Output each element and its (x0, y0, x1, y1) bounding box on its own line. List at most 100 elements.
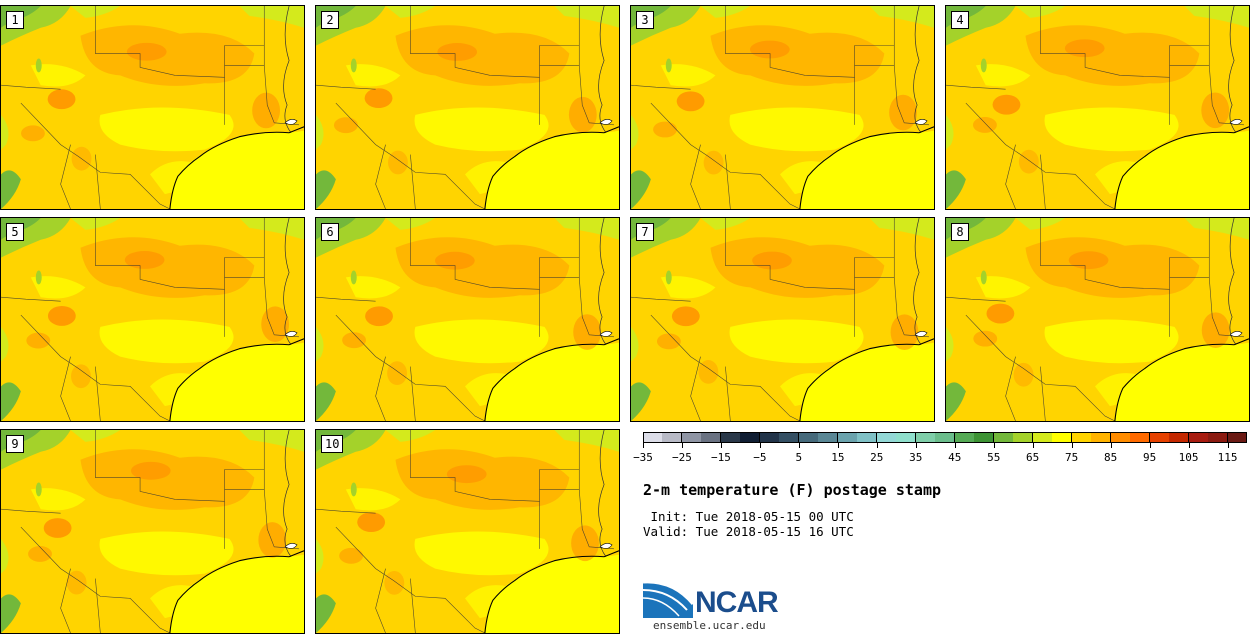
colorbar-tick-label: −15 (710, 451, 731, 464)
temperature-map (946, 218, 1249, 421)
colorbar-tick-label: 105 (1178, 451, 1199, 464)
ncar-swoosh-icon (642, 580, 695, 618)
member-label: 3 (636, 11, 654, 29)
colorbar-tick-label: 95 (1142, 451, 1157, 464)
colorbar-tick-label: 45 (948, 451, 962, 464)
logo-url[interactable]: ensemble.ucar.edu (653, 619, 766, 632)
colorbar-tick (954, 443, 956, 448)
colorbar-swatch (935, 432, 956, 443)
forecast-map-panel[interactable]: 10 (315, 429, 620, 634)
member-label: 10 (321, 435, 344, 453)
forecast-map-panel[interactable]: 1 (0, 5, 305, 210)
colorbar-frame (643, 432, 1247, 443)
colorbar-tick-label: −5 (753, 451, 767, 464)
colorbar-swatch (720, 432, 741, 443)
colorbar-swatch (1149, 432, 1170, 443)
colorbar-swatch (837, 432, 858, 443)
colorbar-tick-label: 85 (1103, 451, 1118, 464)
colorbar-swatch (1052, 432, 1073, 443)
forecast-map-panel[interactable]: 8 (945, 217, 1250, 422)
temperature-map (316, 218, 619, 421)
colorbar-tick (993, 443, 995, 448)
colorbar-tick (1227, 443, 1229, 448)
colorbar-swatch (954, 432, 975, 443)
colorbar-tick (759, 443, 761, 448)
temperature-map (1, 6, 304, 209)
colorbar-tick (1032, 443, 1034, 448)
member-label: 7 (636, 223, 654, 241)
colorbar-swatch (759, 432, 780, 443)
colorbar-tick (876, 443, 878, 448)
colorbar-swatch (1169, 432, 1190, 443)
temperature-map (946, 6, 1249, 209)
colorbar-tick (1071, 443, 1073, 448)
colorbar-swatch (1130, 432, 1151, 443)
colorbar-tick-label: 15 (831, 451, 845, 464)
forecast-map-panel[interactable]: 7 (630, 217, 935, 422)
colorbar-swatch (701, 432, 722, 443)
ncar-logo[interactable]: NCAR ensemble.ucar.edu (642, 578, 793, 632)
colorbar-swatch (681, 432, 702, 443)
forecast-map-panel[interactable]: 2 (315, 5, 620, 210)
forecast-map-panel[interactable]: 3 (630, 5, 935, 210)
colorbar-swatch (1091, 432, 1112, 443)
colorbar-swatch (779, 432, 800, 443)
colorbar-tick (798, 443, 800, 448)
member-label: 1 (6, 11, 24, 29)
colorbar-tick-label: 25 (870, 451, 884, 464)
colorbar-tick-label: 35 (909, 451, 923, 464)
forecast-map-panel[interactable]: 6 (315, 217, 620, 422)
colorbar-tick-label: 115 (1217, 451, 1238, 464)
colorbar-tick (643, 443, 644, 448)
colorbar-swatch (1188, 432, 1209, 443)
temperature-map (1, 218, 304, 421)
colorbar-tick (915, 443, 917, 448)
colorbar-tick (1188, 443, 1190, 448)
logo-wordmark: NCAR (695, 586, 779, 619)
member-label: 5 (6, 223, 24, 241)
temperature-map (316, 430, 619, 633)
colorbar-tick (1149, 443, 1151, 448)
colorbar-swatch (993, 432, 1014, 443)
colorbar-swatch (740, 432, 761, 443)
temperature-map (631, 6, 934, 209)
member-label: 9 (6, 435, 24, 453)
colorbar-tick-label: −35 (633, 451, 653, 464)
colorbar-swatch (1110, 432, 1131, 443)
temperature-map (1, 430, 304, 633)
colorbar-tick-label: 75 (1065, 451, 1079, 464)
colorbar-swatch (818, 432, 839, 443)
colorbar-swatch (1071, 432, 1092, 443)
colorbar-swatch (915, 432, 936, 443)
forecast-map-panel[interactable]: 4 (945, 5, 1250, 210)
temperature-map (631, 218, 934, 421)
member-label: 4 (951, 11, 969, 29)
colorbar-swatch (1032, 432, 1053, 443)
colorbar-tick (720, 443, 722, 448)
colorbar-swatch (1013, 432, 1034, 443)
colorbar-swatch (974, 432, 995, 443)
member-label: 2 (321, 11, 339, 29)
forecast-map-panel[interactable]: 5 (0, 217, 305, 422)
member-label: 8 (951, 223, 969, 241)
member-label: 6 (321, 223, 339, 241)
colorbar-swatch (876, 432, 897, 443)
colorbar-tick (681, 443, 683, 448)
colorbar-tick-label: 5 (795, 451, 803, 464)
forecast-map-panel[interactable]: 9 (0, 429, 305, 634)
colorbar-swatch (798, 432, 819, 443)
chart-title: 2-m temperature (F) postage stamp (643, 481, 942, 499)
init-time: Init: Tue 2018-05-15 00 UTC (643, 509, 854, 524)
colorbar-tick-label: 65 (1026, 451, 1040, 464)
colorbar-swatch (1208, 432, 1228, 443)
colorbar-tick (837, 443, 839, 448)
colorbar-swatch (857, 432, 878, 443)
temperature-colorbar: −35 −25 −15 −5 5 15 25 35 45 55 65 75 85 95 105 115 (633, 432, 1248, 468)
colorbar-swatch (896, 432, 917, 443)
colorbar-tick-label: 55 (987, 451, 1001, 464)
temperature-map (316, 6, 619, 209)
colorbar-swatch (662, 432, 683, 443)
colorbar-tick-label: −25 (672, 451, 692, 464)
valid-time: Valid: Tue 2018-05-15 16 UTC (643, 524, 854, 539)
colorbar-tick (1110, 443, 1112, 448)
